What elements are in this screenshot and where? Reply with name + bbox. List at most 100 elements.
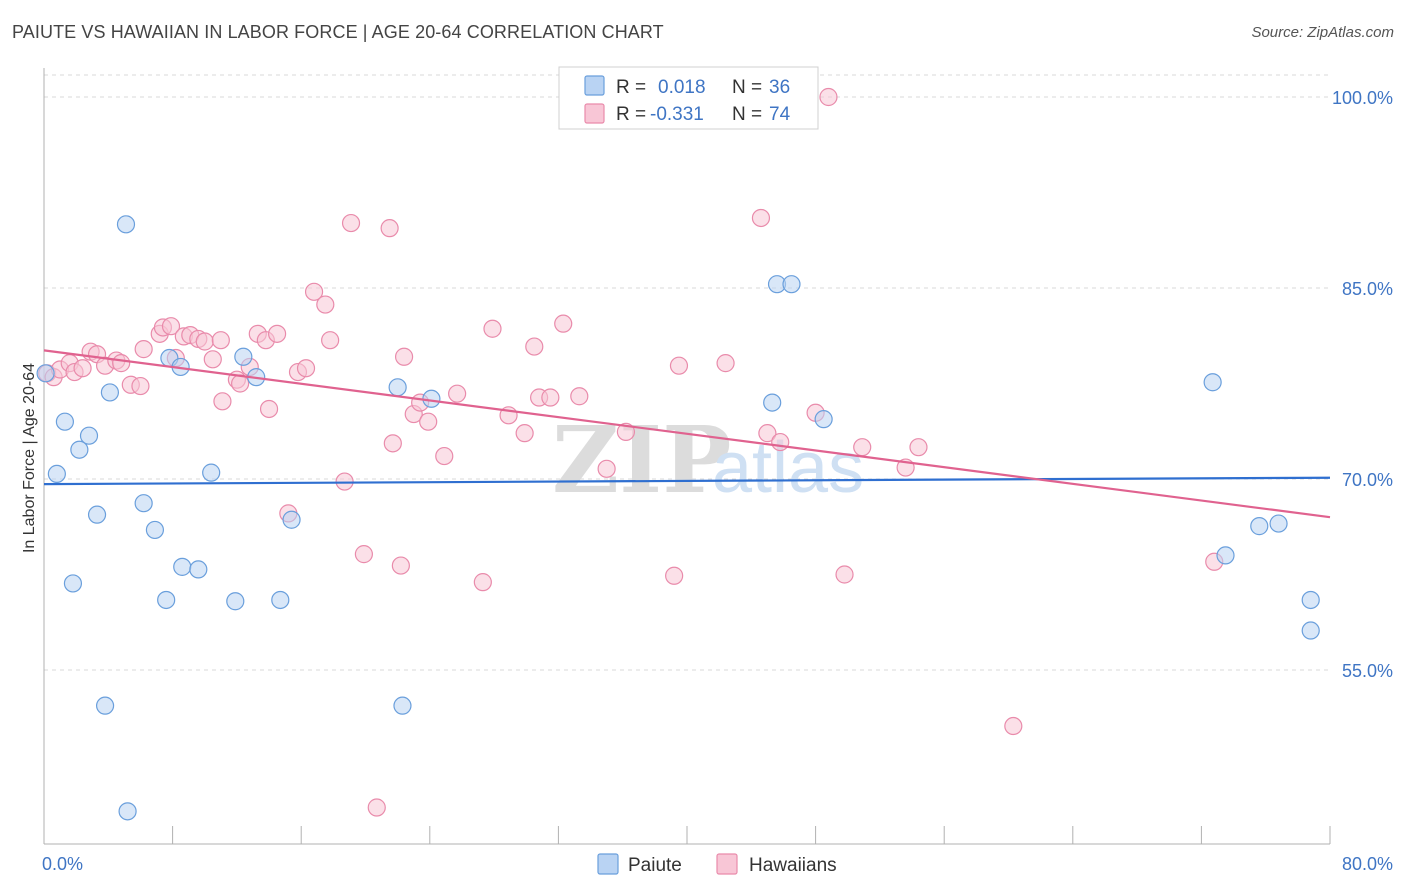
point-paiute (271, 590, 290, 610)
point-paiute (63, 574, 83, 593)
point-hawaiian (909, 438, 928, 457)
watermark: ZIP atlas (552, 406, 864, 514)
y-tick-label: 85.0% (1342, 279, 1393, 299)
legend: R = 0.018 N = 36 R = -0.331 N = 74 (558, 66, 819, 130)
y-axis-label: In Labor Force | Age 20-64 (21, 363, 38, 553)
point-paiute (226, 592, 245, 611)
point-hawaiian (112, 354, 131, 373)
point-hawaiian (419, 412, 438, 431)
trend-line-paiute (43, 476, 1331, 486)
point-hawaiian (616, 422, 636, 441)
y-tick-label: 55.0% (1342, 661, 1393, 681)
legend-r-label: R = (616, 77, 646, 98)
legend-n-label: N = (732, 77, 762, 98)
point-paiute (189, 560, 208, 579)
legend-n-value: 36 (769, 77, 790, 98)
trend-line-hawaiian (43, 349, 1331, 519)
point-hawaiian (669, 356, 689, 375)
point-hawaiian (448, 384, 467, 403)
point-hawaiian (195, 332, 214, 351)
point-paiute (202, 463, 221, 482)
point-hawaiian (354, 545, 373, 564)
point-hawaiian (771, 432, 790, 452)
trend-lines (43, 349, 1331, 519)
point-hawaiian (316, 295, 335, 314)
point-paiute (1250, 517, 1269, 536)
point-hawaiian (304, 282, 324, 301)
point-hawaiian (380, 219, 399, 238)
point-paiute (173, 557, 192, 576)
point-hawaiian (131, 376, 150, 396)
point-hawaiian (367, 798, 386, 817)
point-paiute (95, 696, 115, 715)
bottom-legend-swatch-hawaiian (716, 853, 738, 875)
point-hawaiian (554, 314, 573, 333)
point-hawaiian (751, 208, 771, 228)
bottom-legend: Paiute Hawaiians (597, 853, 837, 876)
point-hawaiian (835, 565, 854, 584)
legend-swatch-paiute (584, 75, 605, 96)
watermark-zip: ZIP (552, 406, 731, 514)
legend-r-value: -0.331 (650, 104, 704, 125)
point-paiute (782, 275, 801, 294)
point-hawaiian (758, 424, 777, 443)
bottom-legend-label-hawaiian: Hawaiians (749, 855, 837, 876)
legend-r-label: R = (616, 104, 646, 125)
point-hawaiian (716, 354, 735, 373)
point-hawaiian (267, 324, 287, 343)
x-tick-label: 80.0% (1342, 854, 1393, 874)
point-hawaiian (259, 399, 279, 419)
point-hawaiian (473, 573, 492, 592)
point-paiute (55, 412, 74, 431)
point-hawaiian (515, 424, 534, 443)
legend-row-paiute: R = 0.018 N = 36 (584, 75, 790, 98)
x-tick-label: 0.0% (42, 854, 83, 874)
legend-row-hawaiian: R = -0.331 N = 74 (584, 103, 791, 125)
chart-title: PAIUTE VS HAWAIIAN IN LABOR FORCE | AGE … (12, 22, 664, 42)
point-paiute (1301, 590, 1320, 610)
point-paiute (763, 393, 782, 412)
point-hawaiian (525, 337, 544, 356)
chart-source: Source: ZipAtlas.com (1251, 24, 1394, 41)
point-paiute (145, 520, 165, 540)
point-hawaiian (483, 319, 502, 338)
point-hawaiian (383, 434, 402, 453)
point-hawaiian (394, 347, 414, 366)
point-hawaiian (211, 331, 230, 350)
axes (43, 68, 1331, 845)
point-hawaiian (597, 459, 616, 478)
point-hawaiian (213, 392, 232, 411)
point-paiute (70, 440, 89, 459)
point-hawaiian (161, 317, 181, 336)
y-tick-label: 70.0% (1342, 470, 1393, 490)
point-hawaiian (570, 387, 589, 406)
point-hawaiian (73, 359, 92, 378)
point-paiute (1203, 373, 1222, 392)
legend-swatch-hawaiian (584, 103, 605, 124)
point-paiute (234, 347, 253, 366)
point-paiute (134, 494, 153, 513)
y-tick-label: 100.0% (1332, 88, 1393, 108)
point-hawaiian (541, 388, 560, 407)
point-hawaiian (321, 331, 340, 350)
point-hawaiian (296, 359, 316, 378)
point-hawaiian (665, 566, 684, 585)
point-hawaiian (853, 438, 872, 457)
point-paiute (814, 410, 833, 429)
bottom-legend-label-paiute: Paiute (628, 855, 682, 876)
point-hawaiian (341, 213, 361, 233)
legend-r-value: 0.018 (658, 77, 706, 98)
point-hawaiian (1004, 716, 1023, 736)
point-hawaiian (819, 87, 838, 107)
tick-labels: 100.0% 85.0% 70.0% 55.0% 0.0% 80.0% (42, 88, 1393, 874)
point-paiute (393, 696, 412, 715)
point-paiute (87, 505, 107, 524)
legend-n-value: 74 (769, 104, 791, 125)
point-paiute (47, 464, 66, 484)
point-paiute (1301, 621, 1320, 640)
point-paiute (282, 510, 301, 529)
point-paiute (157, 590, 176, 610)
point-paiute (118, 802, 137, 821)
bottom-legend-swatch-paiute (597, 853, 619, 875)
